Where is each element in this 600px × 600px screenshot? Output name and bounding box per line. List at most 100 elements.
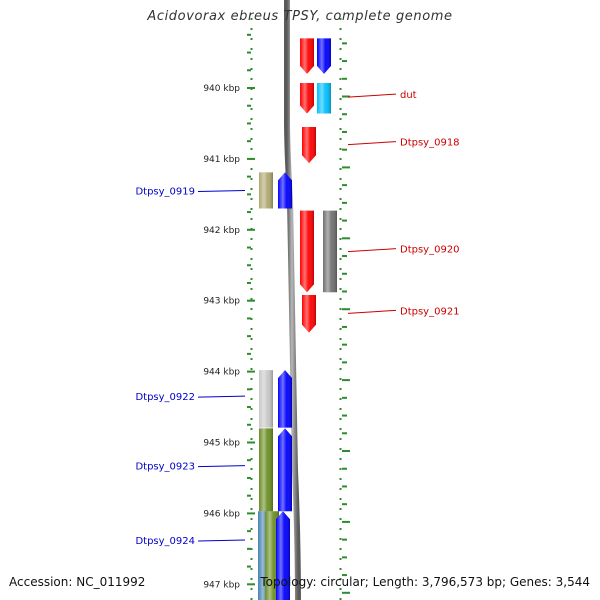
ruler-tick: [342, 396, 347, 399]
ruler-dot: [250, 18, 253, 20]
ruler-dot: [339, 448, 342, 450]
ruler-dot: [339, 498, 342, 500]
gene-label[interactable]: Dtpsy_0921: [400, 306, 460, 317]
ruler-tick: [247, 335, 251, 338]
gene-feature[interactable]: [278, 370, 292, 428]
ruler-dot: [339, 168, 342, 170]
gene-feature[interactable]: [317, 83, 331, 114]
ruler-dot: [339, 598, 342, 600]
ruler-dot: [250, 238, 253, 240]
gene-label[interactable]: Dtpsy_0920: [400, 245, 460, 256]
ruler-tick: [247, 69, 251, 72]
gene-label[interactable]: Dtpsy_0918: [400, 138, 460, 149]
ruler-dot: [250, 428, 253, 430]
ruler-dot: [250, 98, 253, 100]
ruler-tick: [342, 237, 350, 240]
gene-track[interactable]: [258, 38, 337, 600]
ruler-dot: [339, 248, 342, 250]
gene-feature[interactable]: [259, 172, 273, 209]
gene-feature[interactable]: [323, 210, 337, 293]
ruler-dot: [250, 68, 253, 70]
ruler-tick: [247, 565, 251, 568]
ruler-dot: [250, 208, 253, 210]
ruler-tick: [247, 281, 251, 284]
gene-feature[interactable]: [300, 38, 314, 74]
ruler-tick: [247, 476, 251, 479]
gene-arrow-shading: [278, 172, 292, 209]
gene-label[interactable]: Dtpsy_0923: [135, 462, 195, 473]
ruler-dot: [339, 338, 342, 340]
gene-feature[interactable]: [302, 126, 316, 164]
gene-feature[interactable]: [300, 83, 314, 114]
ruler-tick: [247, 51, 251, 54]
ruler-tick: [247, 299, 255, 302]
ruler-tick: [247, 228, 255, 231]
gene-feature[interactable]: [276, 511, 290, 600]
gene-feature[interactable]: [300, 210, 314, 293]
ruler-dot: [339, 288, 342, 290]
ruler-dot: [339, 158, 342, 160]
ruler-dot: [250, 178, 253, 180]
ruler-dot: [250, 518, 253, 520]
gene-feature[interactable]: [278, 428, 292, 512]
ruler-tick: [247, 157, 255, 160]
gene-label[interactable]: Dtpsy_0922: [135, 392, 195, 403]
gene-feature[interactable]: [259, 370, 273, 428]
gene-label[interactable]: dut: [400, 90, 417, 101]
ruler-dot: [250, 548, 253, 550]
ruler-tick: [342, 290, 347, 293]
ruler-dot: [339, 528, 342, 530]
ruler-dot: [339, 358, 342, 360]
ruler-dot: [250, 258, 253, 260]
gene-labels[interactable]: dut Dtpsy_0918 Dtpsy_0919 Dtpsy_0920 Dtpsy_0…: [135, 90, 459, 547]
gene-feature[interactable]: [265, 511, 279, 600]
ruler-tick: [247, 352, 251, 355]
ruler-dot: [250, 578, 253, 580]
ruler-dot: [339, 378, 342, 380]
ruler-dot: [339, 508, 342, 510]
ruler-dot: [339, 488, 342, 490]
ruler-dot: [339, 568, 342, 570]
gene-feature[interactable]: [302, 295, 316, 333]
gene-feature[interactable]: [317, 38, 331, 74]
ruler-tick: [342, 77, 347, 80]
ruler-dot: [250, 38, 253, 40]
ruler-tick: [342, 503, 347, 506]
ruler-dot: [339, 98, 342, 100]
ruler-dot: [339, 108, 342, 110]
ruler-tick: [247, 406, 251, 409]
gene-arrow-shading: [323, 210, 337, 293]
ruler-dot: [250, 128, 253, 130]
gene-arrow-shading: [302, 126, 316, 164]
ruler-dot: [339, 128, 342, 130]
gene-arrow-shading: [300, 83, 314, 114]
ruler-dot: [250, 388, 253, 390]
gene-arrow-shading: [278, 428, 292, 512]
gene-arrow-shading: [300, 38, 314, 74]
gene-label[interactable]: Dtpsy_0924: [135, 536, 195, 547]
ruler-dot: [250, 448, 253, 450]
ruler-dot: [250, 398, 253, 400]
gene-label[interactable]: Dtpsy_0919: [135, 187, 195, 198]
ruler-tick: [247, 175, 251, 178]
ruler-dot: [339, 218, 342, 220]
ruler-tick: [342, 432, 347, 435]
label-connector: [197, 539, 246, 542]
ruler-tick: [342, 414, 347, 417]
gene-feature[interactable]: [259, 428, 273, 512]
ruler-tick: [342, 201, 347, 204]
ruler-dot: [250, 298, 253, 300]
ruler-tick: [247, 512, 255, 515]
ruler-dot: [250, 198, 253, 200]
ruler-dot: [339, 228, 342, 230]
ruler-dot: [339, 258, 342, 260]
ruler-tick: [247, 441, 255, 444]
ruler-dot: [250, 468, 253, 470]
scale-label: 946 kbp: [203, 509, 240, 519]
ruler-dot: [339, 468, 342, 470]
gene-feature[interactable]: [278, 172, 292, 209]
ruler-dot: [339, 58, 342, 60]
ruler-dot: [339, 328, 342, 330]
